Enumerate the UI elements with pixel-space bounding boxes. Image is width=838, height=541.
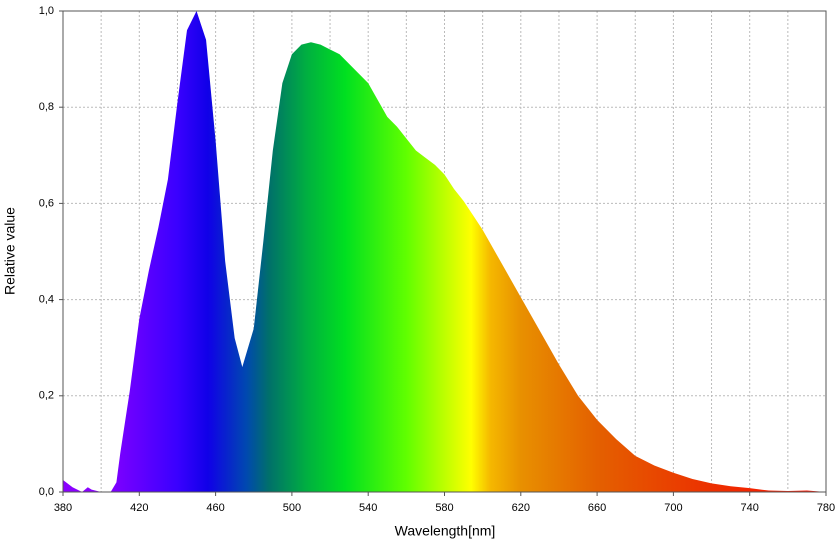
x-tick-label: 540 xyxy=(359,502,377,514)
y-tick-label: 0,4 xyxy=(39,294,54,306)
x-tick-label: 420 xyxy=(130,502,148,514)
y-tick-label: 0,0 xyxy=(39,486,54,498)
y-tick-label: 1,0 xyxy=(39,5,54,17)
x-tick-label: 780 xyxy=(817,502,835,514)
y-tick-label: 0,8 xyxy=(39,101,54,113)
x-tick-label: 740 xyxy=(741,502,759,514)
y-tick-label: 0,2 xyxy=(39,390,54,402)
x-tick-label: 460 xyxy=(206,502,224,514)
x-axis-title: Wavelength[nm] xyxy=(395,523,496,539)
x-tick-label: 580 xyxy=(435,502,453,514)
x-tick-label: 700 xyxy=(664,502,682,514)
area xyxy=(63,11,826,492)
x-tick-label: 620 xyxy=(512,502,530,514)
x-tick-label: 380 xyxy=(54,502,72,514)
y-tick-label: 0,6 xyxy=(39,197,54,209)
x-tick-label: 660 xyxy=(588,502,606,514)
x-tick-label: 500 xyxy=(283,502,301,514)
y-axis-title: Relative value xyxy=(2,207,18,295)
